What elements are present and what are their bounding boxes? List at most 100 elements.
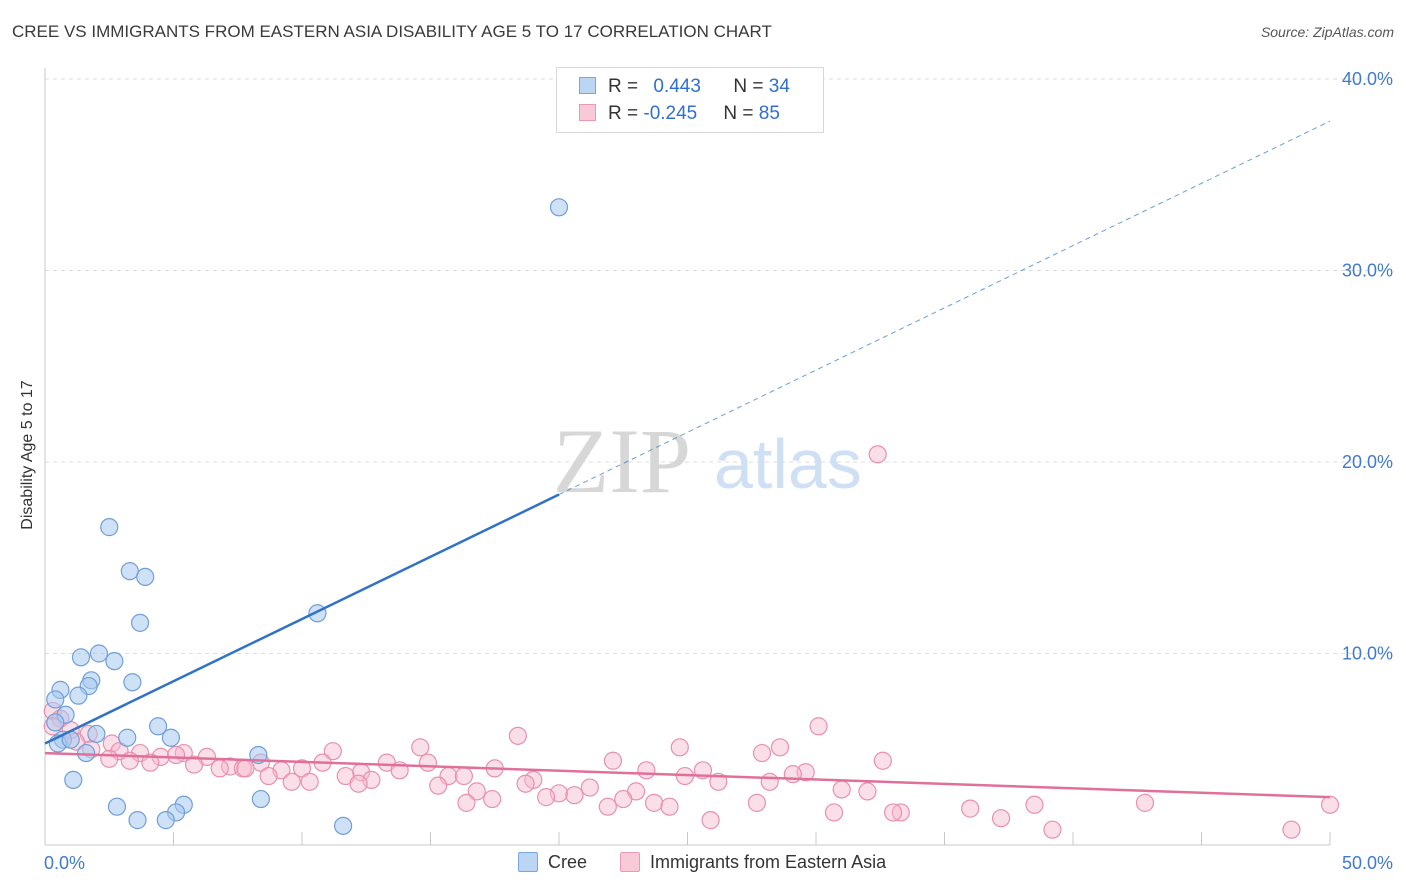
y-tick-label: 10.0%: [1342, 644, 1393, 664]
cree-r-value: 0.443: [653, 76, 701, 97]
cree-n-value: 34: [768, 76, 790, 97]
legend-item-immigrants[interactable]: Immigrants from Eastern Asia: [620, 852, 886, 873]
immigrants-point: [809, 717, 828, 736]
immigrants-r-value: -0.245: [643, 103, 698, 124]
immigrants-point: [300, 772, 319, 791]
immigrants-point: [637, 761, 656, 780]
immigrants-point: [961, 799, 980, 818]
cree-legend-icon: [518, 852, 538, 872]
stats-legend: R = 0.443 N = 34 R = -0.245 N = 85: [556, 67, 824, 133]
immigrants-point: [832, 780, 851, 799]
immigrants-point: [508, 726, 527, 745]
immigrants-point: [349, 774, 368, 793]
immigrants-point: [537, 788, 556, 807]
immigrants-point: [752, 743, 772, 763]
immigrants-point: [603, 751, 623, 770]
immigrants-point: [141, 753, 160, 772]
immigrants-point: [259, 766, 278, 786]
immigrants-point: [292, 759, 312, 778]
cree-trend-extension: [558, 120, 1331, 496]
immigrants-point: [644, 793, 664, 812]
cree-point: [118, 728, 137, 747]
immigrants-point: [565, 786, 584, 805]
legend-row-cree: R = 0.443 N = 34: [579, 76, 790, 98]
immigrants-point: [991, 809, 1011, 828]
cree-point: [148, 717, 168, 736]
watermark: ZIP atlas: [553, 410, 862, 512]
immigrants-point: [236, 759, 255, 778]
immigrants-point: [454, 766, 474, 786]
immigrants-point: [824, 803, 844, 822]
immigrants-swatch-icon: [579, 104, 596, 121]
immigrants-point: [1320, 795, 1340, 814]
immigrants-point: [1135, 793, 1155, 812]
immigrants-point: [483, 789, 502, 809]
cree-point: [128, 811, 147, 830]
cree-point: [46, 713, 65, 732]
immigrants-point: [457, 793, 476, 812]
immigrants-point: [660, 797, 679, 816]
cree-point: [161, 728, 181, 747]
cree-point: [334, 816, 353, 835]
immigrants-point: [210, 759, 229, 778]
x-tick-label: 50.0%: [1342, 853, 1393, 873]
cree-legend-label: Cree: [548, 852, 588, 872]
immigrants-legend-icon: [620, 852, 641, 872]
immigrants-point: [760, 772, 779, 791]
immigrants-point: [1043, 820, 1062, 839]
immigrants-point: [868, 445, 887, 464]
cree-point: [87, 724, 106, 744]
immigrants-r-label: R =: [608, 103, 644, 124]
immigrants-n-label: N =: [723, 103, 759, 124]
cree-point: [136, 567, 155, 587]
immigrants-point: [883, 803, 903, 822]
y-tick-label: 30.0%: [1342, 261, 1393, 281]
immigrants-point: [418, 753, 438, 772]
chart-title: CREE VS IMMIGRANTS FROM EASTERN ASIA DIS…: [12, 22, 772, 41]
cree-swatch-icon: [579, 77, 596, 94]
cree-point: [156, 811, 175, 830]
cree-point: [123, 673, 142, 692]
cree-trend-line: [44, 493, 560, 745]
immigrants-point: [184, 755, 204, 774]
immigrants-point: [670, 738, 689, 757]
immigrants-point: [598, 797, 617, 816]
x-tick-label: 0.0%: [44, 853, 85, 873]
gridlines: [45, 78, 1370, 654]
y-tick-label: 40.0%: [1342, 69, 1393, 89]
cree-point: [100, 518, 119, 537]
immigrants-point: [701, 811, 720, 830]
immigrants-point: [166, 745, 186, 765]
immigrants-point: [858, 782, 877, 801]
legend-row-immigrants: R = -0.245 N = 85: [579, 103, 780, 125]
immigrants-point: [467, 782, 486, 801]
cree-point: [130, 613, 150, 632]
cree-point: [89, 644, 109, 663]
immigrants-point: [747, 793, 766, 812]
cree-point: [105, 652, 124, 671]
immigrants-point: [100, 749, 119, 768]
trend-lines: [44, 120, 1331, 799]
cree-point: [71, 648, 91, 667]
immigrants-point: [614, 789, 633, 809]
cree-point: [46, 690, 65, 709]
immigrants-n-value: 85: [758, 103, 780, 124]
series-legend: Cree Immigrants from Eastern Asia: [518, 852, 914, 873]
immigrants-point: [516, 774, 535, 793]
immigrants-legend-label: Immigrants from Eastern Asia: [650, 852, 887, 872]
immigrants-point: [323, 742, 342, 761]
y-tick-label: 20.0%: [1342, 452, 1393, 472]
immigrants-point: [1282, 820, 1301, 839]
immigrants-point: [1025, 795, 1044, 814]
cree-point: [549, 198, 569, 217]
immigrants-point: [429, 776, 448, 795]
immigrants-point: [873, 751, 892, 770]
immigrants-points: [43, 445, 1340, 839]
legend-item-cree[interactable]: Cree: [518, 852, 587, 873]
watermark-zip: ZIP: [553, 410, 691, 512]
immigrants-point: [580, 778, 599, 797]
cree-point: [120, 562, 139, 581]
immigrants-point: [282, 772, 301, 791]
cree-point: [64, 770, 83, 789]
